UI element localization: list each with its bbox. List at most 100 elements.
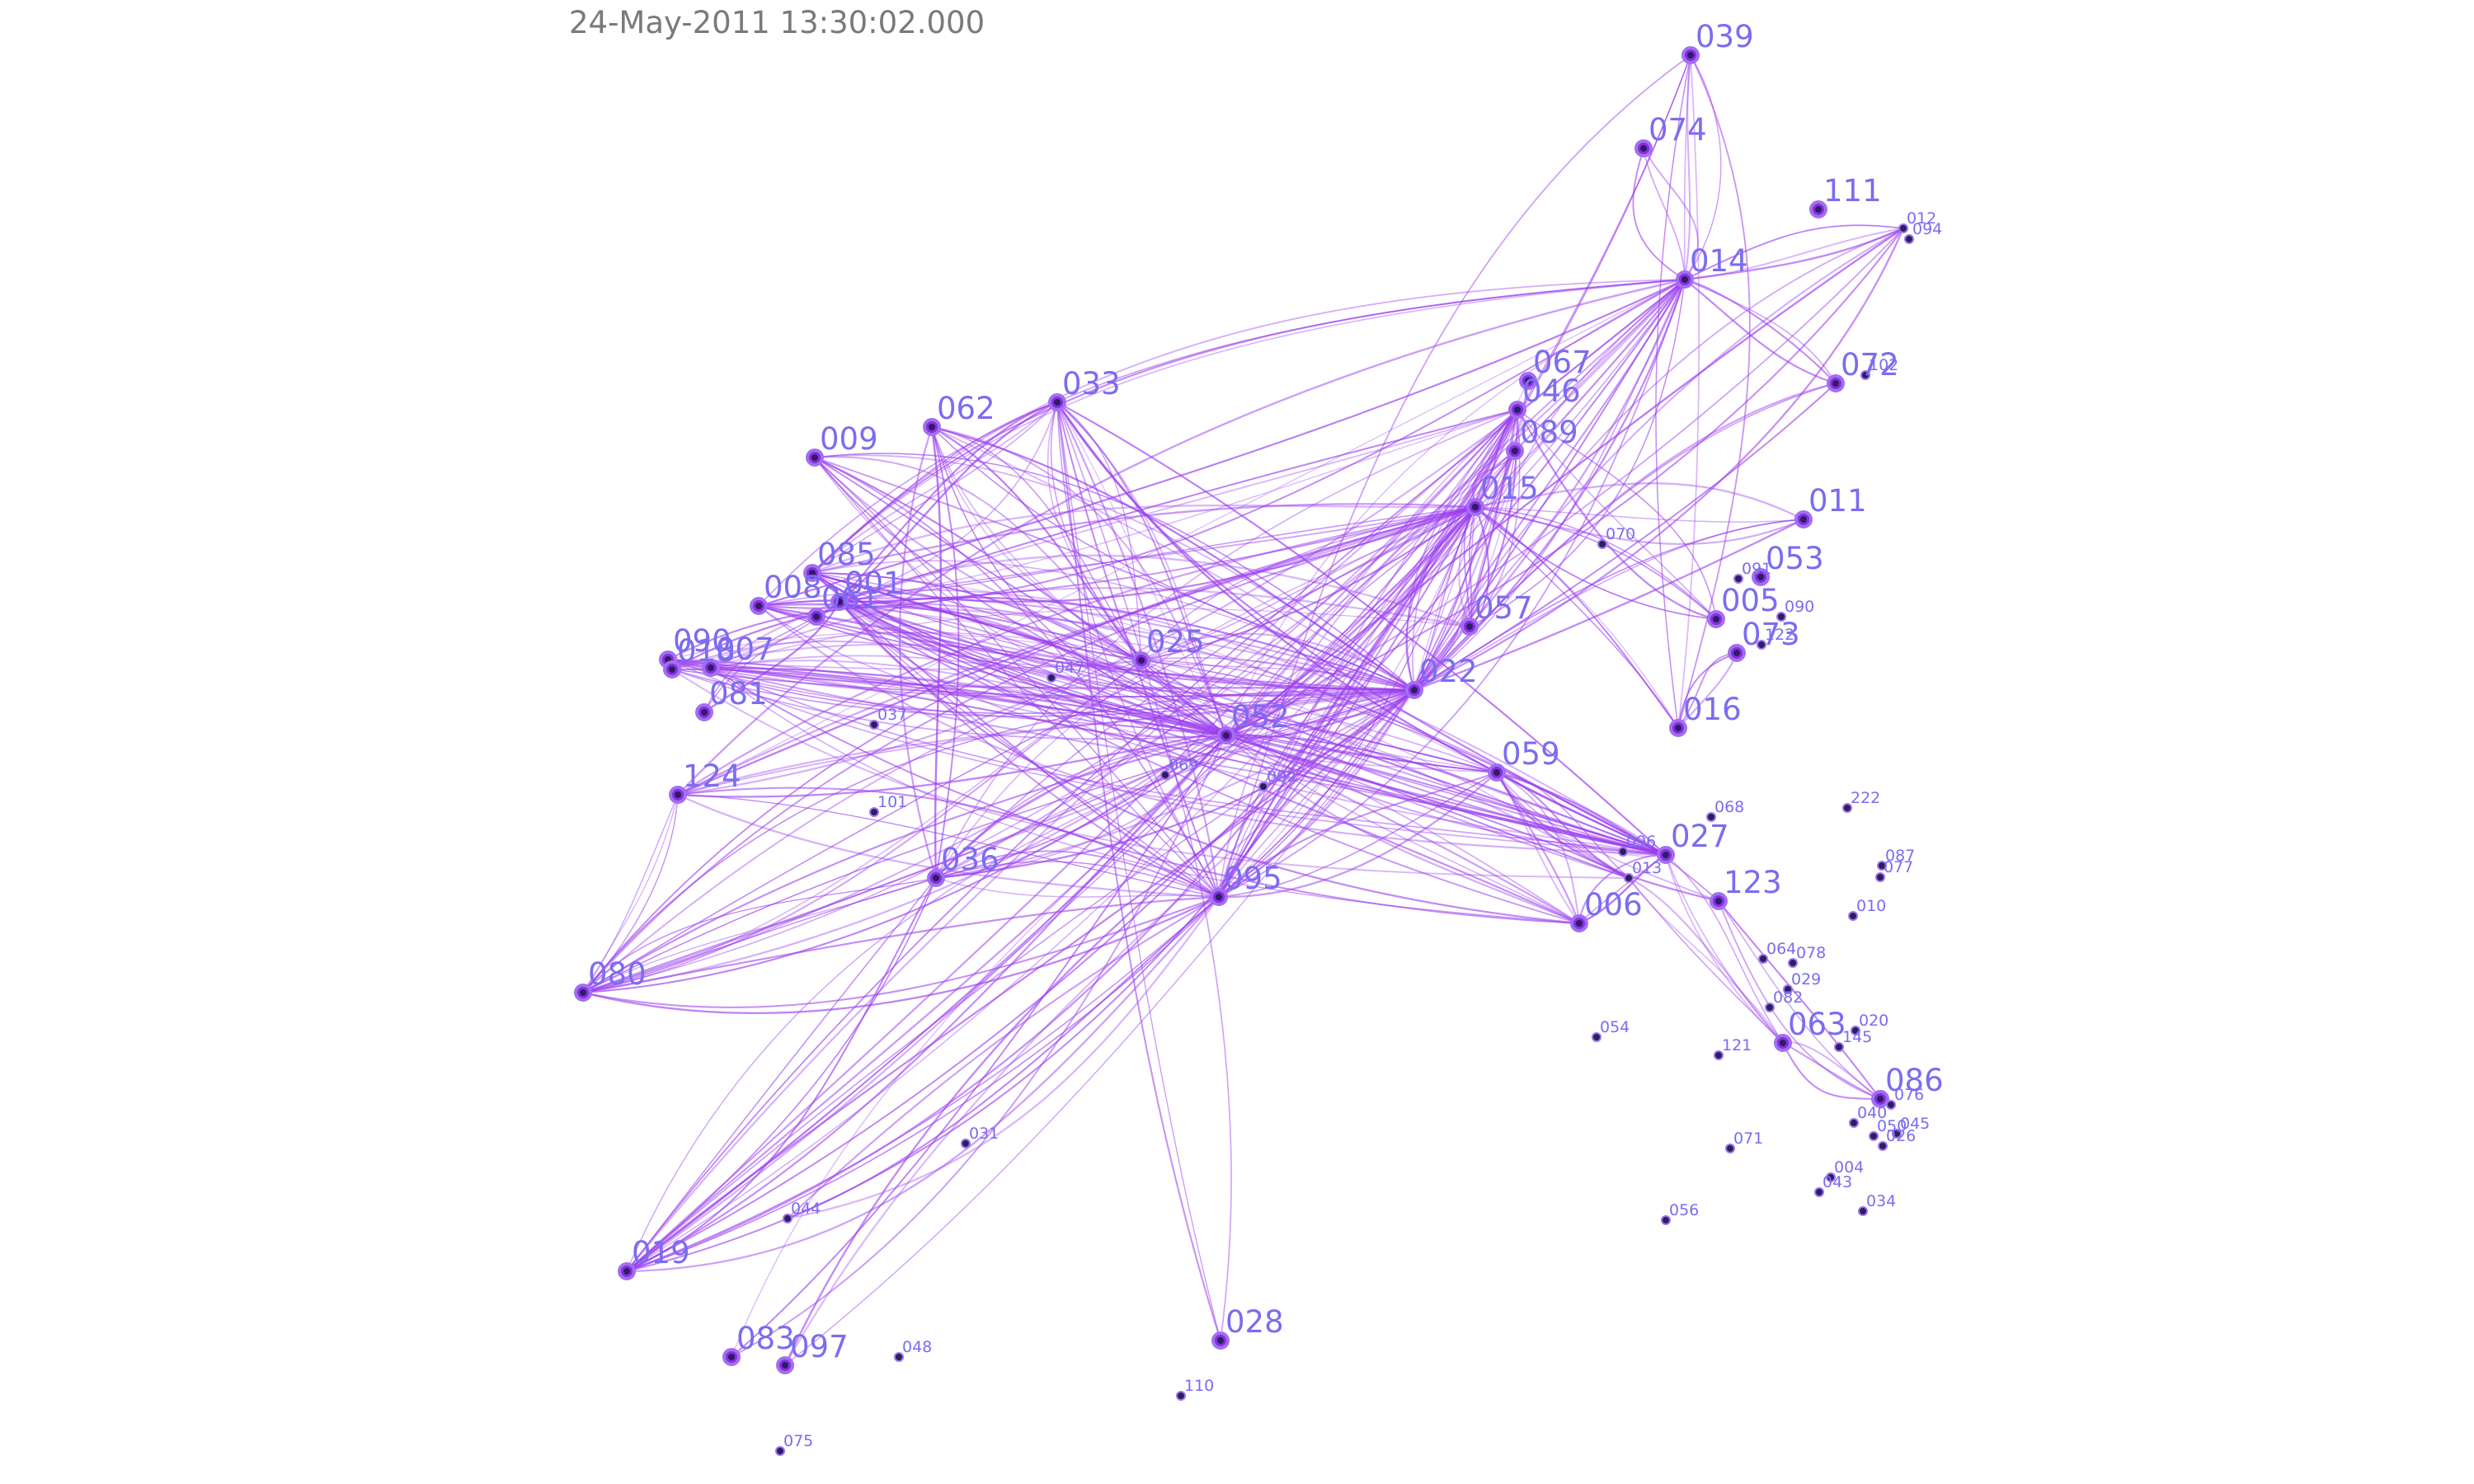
node-070[interactable] (1597, 539, 1607, 549)
node-label-101: 101 (877, 793, 907, 811)
node-016[interactable] (1669, 719, 1687, 737)
node-089[interactable] (1506, 442, 1524, 460)
node-053[interactable] (1752, 568, 1770, 586)
node-label-008: 008 (764, 570, 822, 605)
node-022[interactable] (1405, 681, 1423, 699)
node-222[interactable] (1842, 803, 1852, 813)
node-062[interactable] (923, 418, 941, 436)
node-087[interactable] (1877, 861, 1887, 871)
node-014[interactable] (1676, 270, 1694, 289)
node-004[interactable] (1826, 1172, 1836, 1182)
node-083[interactable] (722, 1348, 741, 1366)
node-006[interactable] (1570, 914, 1588, 932)
node-009[interactable] (806, 448, 824, 467)
node-052[interactable] (1217, 726, 1235, 744)
node-097[interactable] (776, 1356, 794, 1374)
node-label-074: 074 (1649, 112, 1707, 148)
node-096[interactable] (1618, 847, 1628, 857)
edge-124-080 (582, 794, 679, 993)
node-076[interactable] (1886, 1100, 1896, 1110)
node-018[interactable] (663, 660, 681, 679)
node-019[interactable] (618, 1262, 636, 1280)
node-091[interactable] (1733, 574, 1743, 584)
node-028[interactable] (1211, 1331, 1230, 1350)
node-011[interactable] (1794, 510, 1813, 528)
node-080[interactable] (574, 984, 592, 1002)
node-013[interactable] (1624, 873, 1634, 883)
node-063[interactable] (1774, 1034, 1792, 1052)
node-044[interactable] (783, 1214, 793, 1223)
node-059[interactable] (1488, 763, 1506, 782)
node-core (1800, 516, 1807, 523)
node-047[interactable] (1047, 673, 1056, 683)
edge-019-022 (626, 689, 1415, 1272)
node-068[interactable] (1706, 812, 1716, 822)
edge-019-052 (626, 735, 1227, 1272)
node-036[interactable] (927, 869, 945, 887)
node-072[interactable] (1827, 374, 1845, 392)
node-029[interactable] (1783, 984, 1793, 994)
node-020[interactable] (1851, 1026, 1860, 1036)
node-027[interactable] (1657, 846, 1675, 864)
node-077[interactable] (1875, 872, 1885, 882)
node-090[interactable] (1776, 612, 1786, 622)
node-145[interactable] (1834, 1042, 1844, 1052)
node-061[interactable] (807, 608, 825, 626)
node-123[interactable] (1710, 892, 1728, 910)
node-056[interactable] (1661, 1215, 1671, 1225)
node-007[interactable] (702, 659, 720, 677)
node-124[interactable] (669, 786, 687, 804)
node-069[interactable] (1160, 770, 1170, 780)
node-010[interactable] (1848, 911, 1858, 921)
node-121[interactable] (1714, 1050, 1724, 1060)
node-015[interactable] (1466, 498, 1484, 516)
edge-085-015 (811, 504, 1476, 575)
node-067[interactable] (1519, 372, 1537, 390)
node-075[interactable] (775, 1446, 785, 1456)
node-085[interactable] (803, 564, 821, 582)
node-064[interactable] (1758, 954, 1768, 964)
node-core (675, 791, 681, 798)
node-071[interactable] (1725, 1144, 1735, 1153)
node-082[interactable] (1765, 1003, 1775, 1012)
node-057[interactable] (1460, 618, 1479, 636)
node-040[interactable] (1849, 1118, 1859, 1128)
node-033[interactable] (1048, 393, 1066, 411)
node-101[interactable] (869, 807, 879, 817)
node-026[interactable] (1878, 1141, 1888, 1151)
node-050[interactable] (1869, 1131, 1879, 1141)
node-label-070: 070 (1606, 525, 1635, 543)
node-043[interactable] (1814, 1187, 1824, 1197)
node-094[interactable] (1904, 234, 1914, 244)
node-081[interactable] (695, 703, 713, 721)
node-008[interactable] (750, 597, 768, 615)
node-111[interactable] (1809, 200, 1827, 218)
node-025[interactable] (1132, 651, 1150, 669)
node-012[interactable] (1898, 223, 1908, 233)
node-039[interactable] (1681, 46, 1700, 64)
node-102[interactable] (1860, 370, 1870, 380)
node-core (1514, 406, 1521, 413)
node-054[interactable] (1592, 1032, 1602, 1042)
node-078[interactable] (1788, 958, 1798, 968)
node-122[interactable] (1757, 640, 1766, 650)
node-label-068: 068 (1714, 798, 1744, 816)
node-074[interactable] (1634, 139, 1653, 157)
node-core (1466, 623, 1473, 630)
node-095[interactable] (1210, 888, 1228, 906)
node-086[interactable] (1871, 1090, 1889, 1108)
node-048[interactable] (894, 1352, 904, 1362)
node-046[interactable] (1508, 401, 1526, 419)
node-005[interactable] (1707, 610, 1725, 628)
node-031[interactable] (961, 1139, 971, 1148)
node-037[interactable] (869, 720, 879, 730)
node-045[interactable] (1892, 1129, 1902, 1139)
node-034[interactable] (1858, 1206, 1868, 1216)
node-110[interactable] (1176, 1391, 1186, 1401)
node-label-048: 048 (902, 1338, 932, 1356)
node-001[interactable] (830, 593, 849, 611)
node-core (1687, 52, 1694, 59)
node-073[interactable] (1728, 644, 1746, 662)
node-092[interactable] (1258, 782, 1268, 791)
edge-095-059 (1218, 772, 1498, 899)
